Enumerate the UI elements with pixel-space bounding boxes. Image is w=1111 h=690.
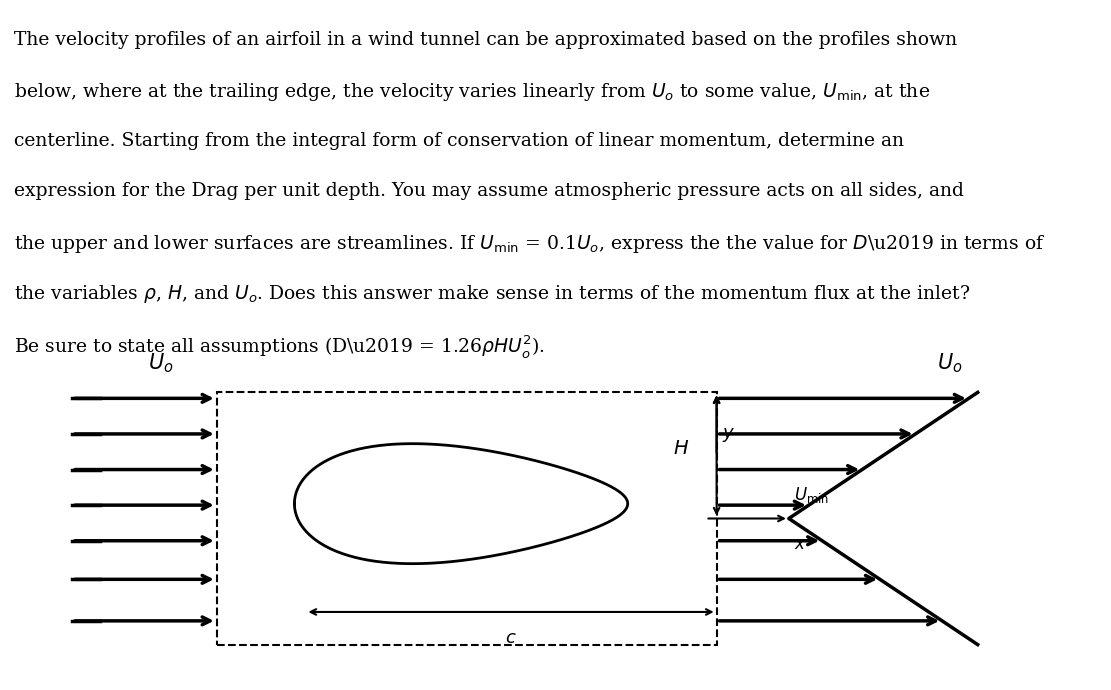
Text: the variables $\rho$, $H$, and $U_o$. Does this answer make sense in terms of th: the variables $\rho$, $H$, and $U_o$. Do… (14, 283, 971, 305)
Text: $H$: $H$ (672, 440, 689, 457)
Text: $U_o$: $U_o$ (148, 351, 174, 375)
Text: centerline. Starting from the integral form of conservation of linear momentum, : centerline. Starting from the integral f… (14, 132, 904, 150)
Text: $c$: $c$ (506, 629, 517, 647)
Text: $U_{\rm min}$: $U_{\rm min}$ (794, 484, 830, 504)
Text: $x$: $x$ (794, 535, 807, 553)
Text: below, where at the trailing edge, the velocity varies linearly from $U_o$ to so: below, where at the trailing edge, the v… (14, 81, 931, 104)
Text: Be sure to state all assumptions (D\u2019 = 1.26$\rho$$HU_o^2$).: Be sure to state all assumptions (D\u201… (14, 333, 546, 360)
Text: $U_o$: $U_o$ (937, 351, 963, 375)
Text: expression for the Drag per unit depth. You may assume atmospheric pressure acts: expression for the Drag per unit depth. … (14, 182, 964, 200)
Text: The velocity profiles of an airfoil in a wind tunnel can be approximated based o: The velocity profiles of an airfoil in a… (14, 31, 958, 49)
Text: the upper and lower surfaces are streamlines. If $U_{\rm min}$ = 0.1$U_o$, expre: the upper and lower surfaces are streaml… (14, 233, 1045, 255)
Text: $y$: $y$ (722, 426, 735, 444)
